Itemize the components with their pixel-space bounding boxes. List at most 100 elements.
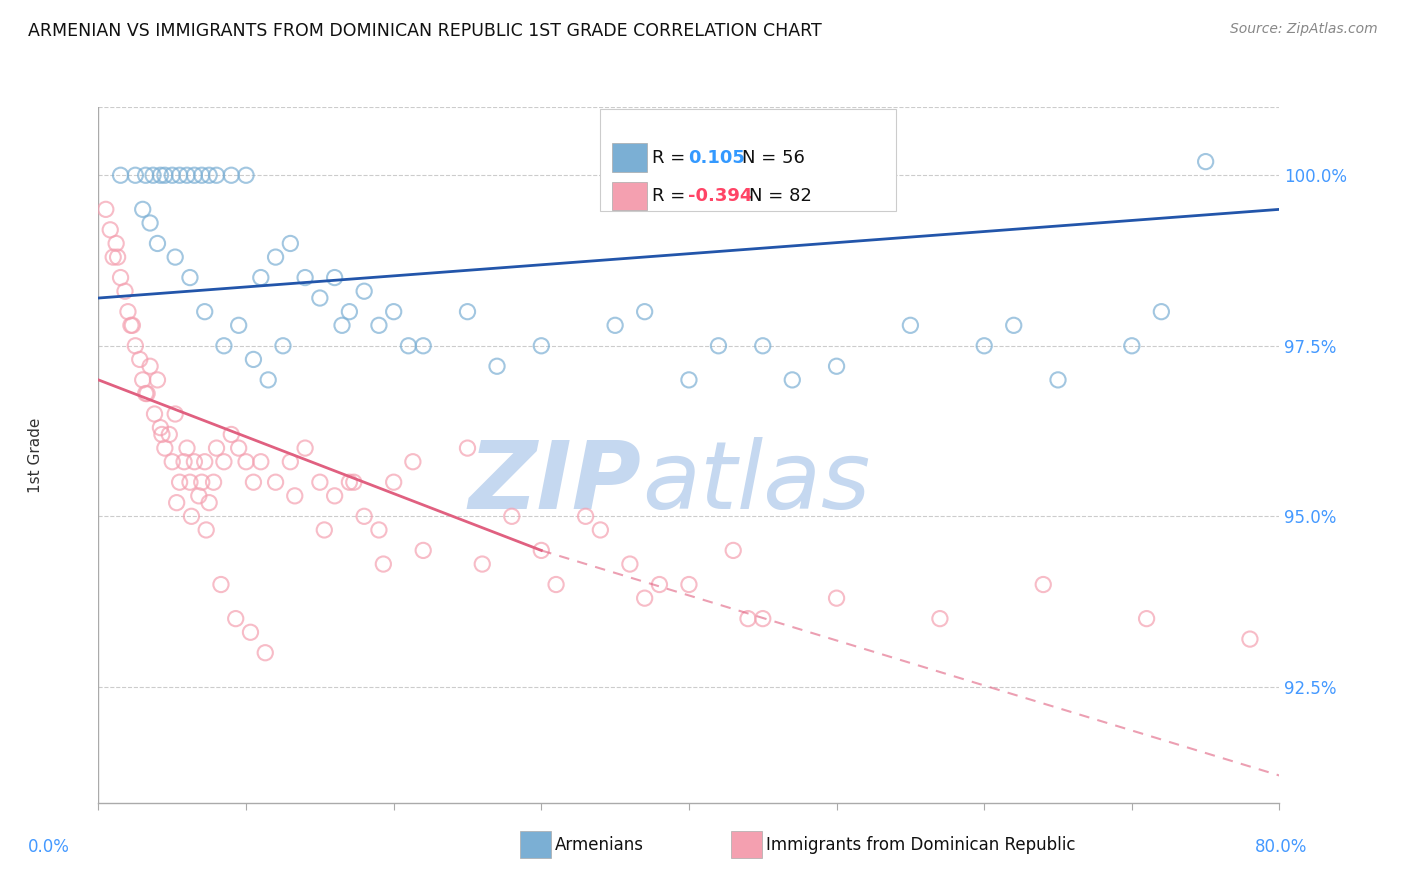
Point bbox=[737, 612, 759, 626]
Point bbox=[176, 441, 198, 455]
Point bbox=[707, 339, 730, 353]
Point bbox=[157, 427, 180, 442]
Point bbox=[353, 284, 375, 298]
Text: N = 82: N = 82 bbox=[748, 186, 811, 205]
Point bbox=[1121, 339, 1143, 353]
Point bbox=[337, 304, 360, 318]
Point bbox=[250, 455, 273, 469]
Point bbox=[135, 386, 157, 401]
Point bbox=[195, 523, 218, 537]
Point bbox=[412, 339, 434, 353]
Point bbox=[142, 168, 165, 182]
Point bbox=[574, 509, 596, 524]
Point bbox=[648, 577, 671, 591]
Point bbox=[235, 455, 257, 469]
Point bbox=[212, 455, 235, 469]
Point bbox=[135, 168, 157, 182]
Point bbox=[173, 455, 195, 469]
Text: ARMENIAN VS IMMIGRANTS FROM DOMINICAN REPUBLIC 1ST GRADE CORRELATION CHART: ARMENIAN VS IMMIGRANTS FROM DOMINICAN RE… bbox=[28, 22, 823, 40]
Point bbox=[150, 427, 173, 442]
Text: Source: ZipAtlas.com: Source: ZipAtlas.com bbox=[1230, 22, 1378, 37]
Point bbox=[751, 612, 773, 626]
Point bbox=[530, 339, 553, 353]
Point bbox=[242, 475, 264, 490]
Point bbox=[1135, 612, 1157, 626]
Point bbox=[546, 577, 568, 591]
Point bbox=[678, 373, 700, 387]
Text: R =: R = bbox=[651, 186, 690, 205]
Point bbox=[205, 168, 228, 182]
Point bbox=[191, 168, 214, 182]
Point bbox=[309, 475, 332, 490]
Point bbox=[471, 557, 494, 571]
Point bbox=[121, 318, 143, 333]
Point bbox=[146, 373, 169, 387]
Point bbox=[589, 523, 612, 537]
Point bbox=[120, 318, 142, 333]
Point bbox=[1032, 577, 1054, 591]
Point bbox=[153, 168, 176, 182]
Point bbox=[1002, 318, 1025, 333]
Point bbox=[110, 270, 132, 285]
Point bbox=[353, 509, 375, 524]
Text: 0.0%: 0.0% bbox=[28, 838, 70, 856]
Point bbox=[619, 557, 641, 571]
Point bbox=[169, 475, 191, 490]
Point bbox=[124, 339, 146, 353]
Point bbox=[368, 318, 391, 333]
Point bbox=[368, 523, 391, 537]
Point bbox=[194, 304, 217, 318]
Point bbox=[205, 441, 228, 455]
Point bbox=[139, 359, 162, 374]
Point bbox=[235, 168, 257, 182]
Point bbox=[402, 455, 425, 469]
Point bbox=[456, 304, 478, 318]
Point bbox=[825, 359, 848, 374]
Point bbox=[1195, 154, 1218, 169]
Point bbox=[337, 475, 360, 490]
Point bbox=[198, 168, 221, 182]
Point bbox=[107, 250, 129, 264]
Point bbox=[373, 557, 395, 571]
Point bbox=[456, 441, 478, 455]
Point bbox=[162, 168, 183, 182]
Point bbox=[225, 612, 247, 626]
Point bbox=[825, 591, 848, 606]
Point bbox=[132, 373, 155, 387]
Point bbox=[284, 489, 307, 503]
Point bbox=[396, 339, 419, 353]
Text: -0.394: -0.394 bbox=[688, 186, 752, 205]
Point bbox=[314, 523, 336, 537]
Point bbox=[486, 359, 509, 374]
Point bbox=[271, 339, 294, 353]
Point bbox=[278, 455, 302, 469]
Point bbox=[194, 455, 217, 469]
Point bbox=[103, 250, 125, 264]
Text: N = 56: N = 56 bbox=[741, 149, 804, 167]
Point bbox=[149, 168, 172, 182]
Point bbox=[180, 509, 202, 524]
Point bbox=[1150, 304, 1173, 318]
Point bbox=[132, 202, 155, 217]
Point bbox=[209, 577, 232, 591]
Point bbox=[264, 250, 287, 264]
Text: atlas: atlas bbox=[641, 437, 870, 528]
Point bbox=[633, 591, 655, 606]
Point bbox=[219, 168, 243, 182]
Point bbox=[254, 646, 277, 660]
Point bbox=[176, 168, 198, 182]
Point bbox=[751, 339, 773, 353]
Point bbox=[143, 407, 166, 421]
Point bbox=[278, 236, 302, 251]
Point bbox=[382, 475, 405, 490]
Point bbox=[139, 216, 162, 230]
Point bbox=[212, 339, 235, 353]
Point bbox=[412, 543, 434, 558]
Point bbox=[114, 284, 136, 298]
Point bbox=[149, 420, 172, 434]
Point bbox=[382, 304, 405, 318]
Text: Immigrants from Dominican Republic: Immigrants from Dominican Republic bbox=[766, 836, 1076, 854]
Point bbox=[605, 318, 627, 333]
Point bbox=[239, 625, 262, 640]
Point bbox=[124, 168, 146, 182]
